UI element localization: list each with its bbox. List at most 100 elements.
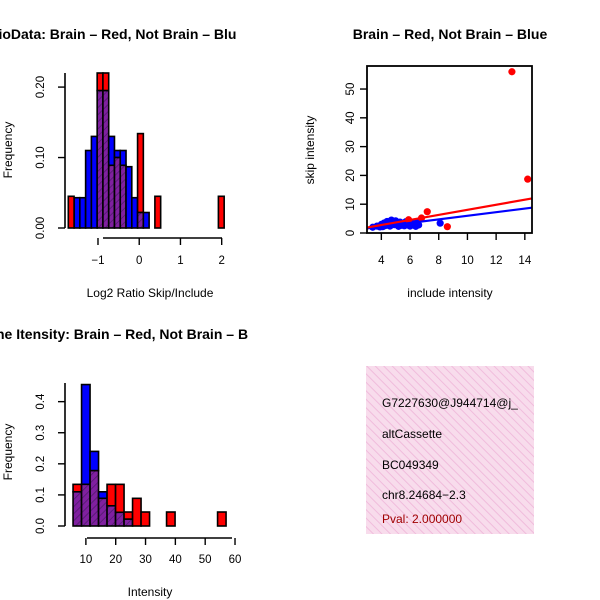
y-tick-label: 50 <box>345 83 357 96</box>
blue-histogram-bar <box>97 491 108 500</box>
overlap-histogram-bar <box>96 89 104 229</box>
red-histogram-bar <box>106 483 117 507</box>
x-tick-label: 14 <box>518 255 531 267</box>
intensity-y-ticks: 0.0 0.1 0.2 0.3 0.4 <box>35 393 65 534</box>
x-tick-label: 10 <box>79 554 92 566</box>
overlap-histogram-bar <box>107 164 116 229</box>
blue-histogram-bar <box>125 165 133 229</box>
x-tick-label: 50 <box>199 554 212 566</box>
x-tick-label: 40 <box>169 554 182 566</box>
scatter-y-label: skip intensity <box>303 116 317 185</box>
y-tick-label: 10 <box>345 198 357 211</box>
blue-histogram-bar <box>80 383 91 486</box>
overlap-histogram-bar <box>113 156 122 229</box>
blue-histogram-bar <box>79 196 87 229</box>
red-histogram-bar <box>140 511 151 527</box>
blue-histogram-bar <box>90 135 98 229</box>
scatter-chart-title: Brain – Red, Not Brain – Blue <box>353 26 548 42</box>
red-histogram-bar <box>154 195 162 229</box>
blue-scatter-point <box>436 219 444 227</box>
info-locus: chr8.24684−2.3 <box>382 488 466 502</box>
red-scatter-point <box>524 175 532 183</box>
overlap-histogram-bar <box>89 469 100 527</box>
red-histogram-bar <box>217 195 225 229</box>
overlap-histogram-bar <box>123 518 134 527</box>
info-accession: BC049349 <box>382 458 439 472</box>
red-histogram-bar <box>131 497 142 527</box>
scatter-panel: Brain – Red, Not Brain – Blue 0 10 20 30 40 5… <box>303 26 547 300</box>
ratio-y-label: Frequency <box>1 122 15 179</box>
y-tick-label: 30 <box>345 140 357 153</box>
y-tick-label: 0.1 <box>35 487 47 503</box>
blue-histogram-bar <box>84 149 93 229</box>
y-tick-label: 0 <box>345 230 357 236</box>
intensity-chart-title: ne Itensity: Brain – Red, Not Brain – B <box>0 326 248 342</box>
red-scatter-point <box>508 68 516 76</box>
blue-histogram-bar <box>131 196 139 229</box>
overlap-histogram-bar <box>114 511 125 527</box>
x-tick-label: 8 <box>436 255 442 267</box>
overlap-histogram-bar <box>106 504 117 527</box>
info-event-type: altCassette <box>382 427 442 441</box>
x-tick-label: 1 <box>177 255 183 267</box>
y-tick-label: 0.0 <box>35 518 47 534</box>
x-tick-label: 60 <box>229 554 242 566</box>
ratio-histogram-panel: atioData: Brain – Red, Not Brain – Blu 0… <box>0 26 236 300</box>
x-tick-label: 2 <box>218 255 224 267</box>
overlap-histogram-bar <box>97 497 108 527</box>
intensity-histogram-panel: ne Itensity: Brain – Red, Not Brain – B … <box>0 326 248 599</box>
red-histogram-bar <box>67 195 75 229</box>
blue-fit-line <box>366 206 533 230</box>
y-tick-label: 0.20 <box>35 76 47 98</box>
red-histogram-bar <box>216 511 227 527</box>
overlap-histogram-bar <box>80 483 91 527</box>
x-tick-label: 6 <box>407 255 413 267</box>
x-tick-label: −1 <box>91 255 104 267</box>
red-histogram-bar <box>123 511 134 520</box>
overlap-histogram-bar <box>102 89 110 229</box>
y-tick-label: 20 <box>345 169 357 182</box>
blue-histogram-bar <box>89 450 100 472</box>
blue-histogram-bar <box>113 149 122 159</box>
blue-histogram-bar <box>119 149 127 167</box>
red-histogram-bar <box>165 511 176 527</box>
blue-histogram-bar <box>73 196 81 229</box>
red-histogram-bar <box>114 483 125 514</box>
info-pval: Pval: 2.000000 <box>382 512 462 526</box>
blue-histogram-bar <box>142 211 150 229</box>
blue-scatter-point <box>412 222 420 230</box>
x-tick-label: 0 <box>136 255 142 267</box>
intensity-x-ticks: 10 20 30 40 50 60 <box>79 538 241 566</box>
x-tick-label: 12 <box>490 255 503 267</box>
scatter-y-ticks: 0 10 20 30 40 50 <box>345 83 367 236</box>
red-scatter-point <box>423 208 431 216</box>
y-tick-label: 0.4 <box>35 393 47 410</box>
red-scatter-point <box>443 223 451 231</box>
ratio-x-ticks: −1 0 1 2 <box>91 238 225 267</box>
red-fit-line <box>366 197 533 229</box>
x-tick-label: 10 <box>461 255 474 267</box>
x-tick-label: 30 <box>139 554 152 566</box>
y-tick-label: 0.00 <box>35 217 47 239</box>
y-tick-label: 0.3 <box>35 425 47 441</box>
overlap-histogram-bar <box>72 491 83 527</box>
red-histogram-bar <box>96 72 104 92</box>
ratio-chart-title: atioData: Brain – Red, Not Brain – Blu <box>0 26 236 42</box>
y-tick-label: 40 <box>345 111 357 124</box>
y-tick-label: 0.2 <box>35 456 47 472</box>
overlap-histogram-bar <box>136 211 145 229</box>
scatter-plot-area <box>366 68 533 231</box>
y-tick-label: 0.10 <box>35 146 47 168</box>
ratio-bars <box>67 72 225 229</box>
intensity-bars <box>72 383 227 527</box>
scatter-x-label: include intensity <box>407 286 492 300</box>
x-tick-label: 20 <box>109 554 122 566</box>
blue-histogram-bar <box>107 135 116 167</box>
scatter-x-ticks: 4 6 8 10 12 14 <box>378 233 532 267</box>
overlap-histogram-bar <box>119 164 127 229</box>
info-probe-id: G7227630@J944714@j_ <box>382 396 518 410</box>
intensity-x-label: Intensity <box>128 585 173 599</box>
scatter-plot-frame <box>366 65 533 234</box>
info-panel: G7227630@J944714@j_ altCassette BC049349… <box>366 366 534 534</box>
